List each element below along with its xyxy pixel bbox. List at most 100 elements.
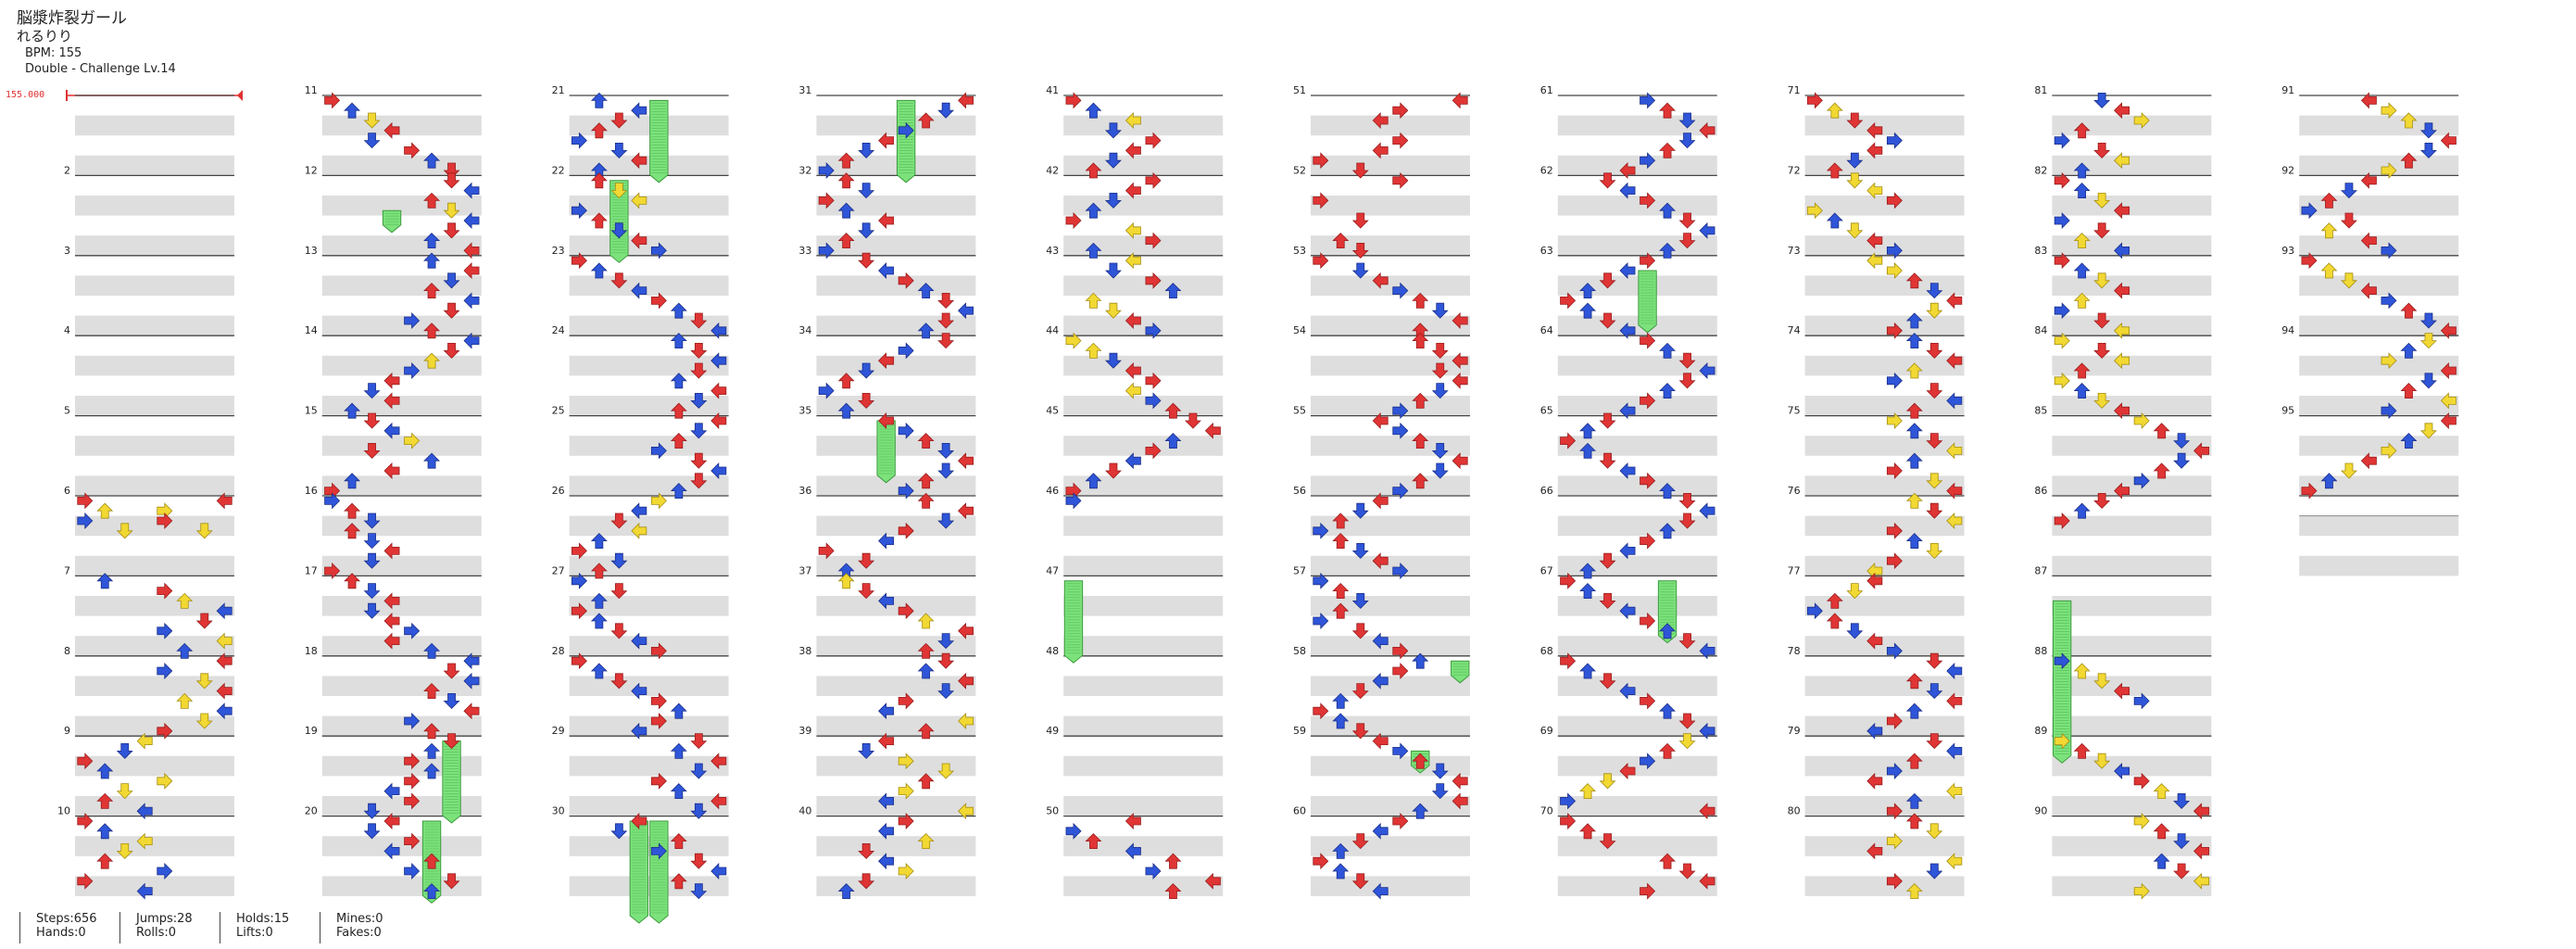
step-arrow (690, 883, 708, 900)
step-arrow (1866, 121, 1883, 139)
beat-band (75, 235, 234, 256)
step-arrow (917, 112, 935, 129)
step-arrow (1184, 412, 1201, 429)
beat-band (816, 876, 976, 896)
step-arrow (1678, 493, 1696, 509)
beat-band (1063, 836, 1224, 856)
step-arrow (1640, 252, 1656, 270)
step-arrow (157, 582, 173, 600)
beat-band (2052, 836, 2212, 856)
step-arrow (878, 132, 895, 149)
measure-label: 95 (2281, 405, 2294, 417)
beat-band (1311, 196, 1470, 216)
step-arrow (2073, 122, 2091, 139)
step-arrow (878, 592, 895, 610)
step-arrow (858, 362, 875, 379)
beat-band (1804, 235, 1965, 256)
measure-label: 49 (1046, 725, 1059, 737)
step-arrow (2320, 192, 2338, 209)
step-arrow (2093, 222, 2111, 239)
step-arrow (878, 352, 895, 370)
beat-band (75, 555, 234, 576)
step-arrow (858, 222, 875, 239)
step-arrow (1905, 423, 1923, 439)
step-arrow (1085, 342, 1102, 359)
measure-label: 19 (305, 725, 318, 737)
measure-label: 73 (1788, 245, 1801, 257)
beat-band (569, 515, 729, 537)
step-arrow (463, 652, 480, 670)
stat-steps: Steps:656 (36, 912, 97, 926)
step-arrow (917, 833, 935, 849)
beat-band (1063, 396, 1224, 416)
step-arrow (937, 312, 955, 329)
step-arrow (1145, 372, 1162, 389)
step-arrow (898, 863, 914, 879)
step-arrow (1579, 823, 1597, 840)
step-arrow (1125, 182, 1141, 199)
step-arrow (2133, 472, 2150, 489)
beat-band (321, 515, 482, 537)
measure-label: 72 (1788, 164, 1801, 176)
step-arrow (443, 873, 460, 890)
step-arrow (443, 172, 460, 189)
step-arrow (1699, 121, 1715, 139)
step-arrow (1905, 402, 1923, 419)
step-arrow (1392, 563, 1409, 579)
step-arrow (878, 792, 895, 810)
step-arrow (2360, 232, 2377, 249)
step-arrow (878, 822, 895, 840)
step-arrow (2114, 102, 2130, 120)
step-arrow (1946, 853, 1963, 870)
step-arrow (1451, 92, 1468, 109)
step-arrow (423, 723, 441, 740)
beat-band (569, 155, 729, 176)
step-arrow (650, 492, 667, 510)
step-arrow (898, 522, 914, 539)
beat-band (1063, 715, 1224, 737)
step-arrow (383, 842, 400, 860)
beat-band (569, 355, 729, 376)
step-arrow (1351, 242, 1369, 259)
step-arrow (958, 452, 974, 470)
step-arrow (463, 262, 480, 279)
step-arrow (404, 772, 421, 790)
measure-label: 66 (1540, 485, 1553, 497)
step-arrow (690, 733, 708, 750)
step-arrow (423, 452, 441, 469)
step-arrow (1946, 782, 1963, 800)
step-arrow (443, 222, 460, 239)
beat-band (1557, 836, 1717, 856)
step-arrow (1640, 332, 1656, 349)
step-arrow (858, 252, 875, 269)
step-arrow (1392, 482, 1409, 500)
hold-note (2052, 600, 2072, 764)
step-arrow (1678, 233, 1696, 249)
step-arrow (2114, 202, 2130, 220)
step-arrow (2360, 452, 2377, 470)
step-arrow (423, 763, 441, 779)
beat-band (1557, 196, 1717, 216)
step-arrow (1104, 122, 1122, 139)
step-arrow (1826, 613, 1843, 629)
step-arrow (383, 392, 400, 410)
step-arrow (2360, 92, 2377, 109)
hold-note (629, 820, 649, 924)
step-arrow (1905, 753, 1923, 769)
beat-band (1063, 155, 1224, 176)
beat-band (321, 876, 482, 896)
beat-band (2052, 796, 2212, 816)
step-arrow (898, 692, 914, 710)
step-arrow (1372, 672, 1389, 690)
step-arrow (710, 462, 727, 479)
step-arrow (710, 753, 727, 770)
step-arrow (2400, 383, 2418, 399)
step-arrow (670, 702, 687, 719)
step-arrow (2360, 282, 2377, 299)
step-arrow (1164, 853, 1182, 869)
step-arrow (1699, 872, 1715, 890)
step-arrow (1085, 162, 1102, 179)
step-arrow (463, 292, 480, 310)
step-arrow (2114, 282, 2130, 299)
step-arrow (1412, 392, 1429, 409)
